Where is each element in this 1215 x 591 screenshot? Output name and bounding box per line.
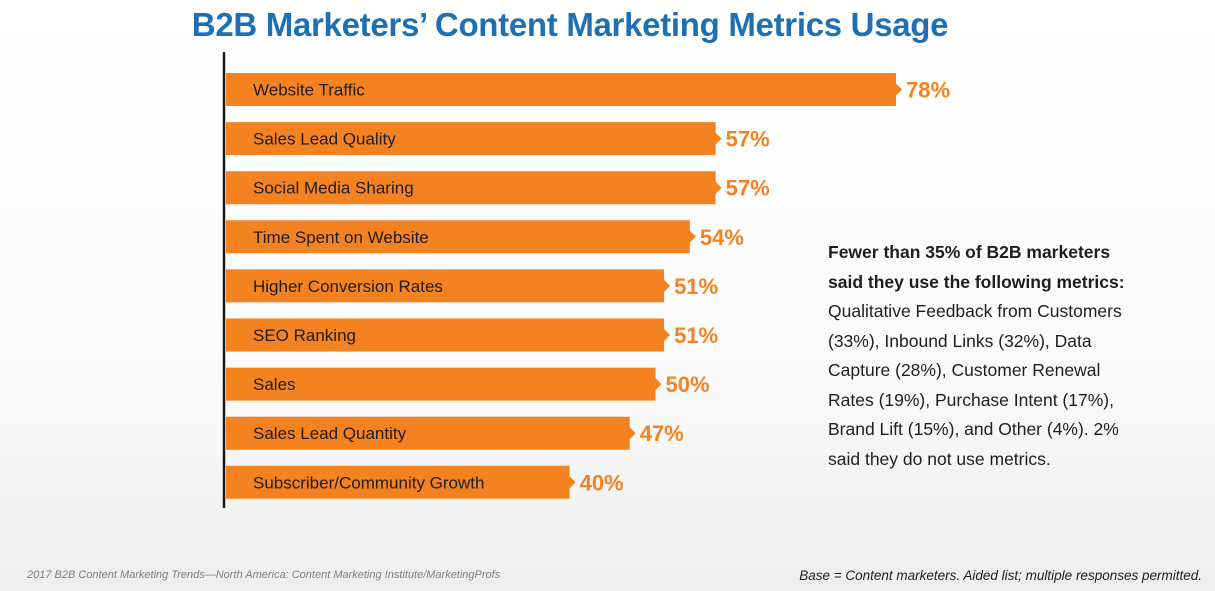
category-label: Subscriber/Community Growth <box>253 473 484 492</box>
value-label: 51% <box>674 323 718 348</box>
bar <box>226 416 636 450</box>
note-text: Fewer than 35% of B2B marketers said the… <box>828 238 1148 474</box>
value-label: 50% <box>665 372 709 397</box>
bar <box>226 73 902 106</box>
value-label: 57% <box>726 127 770 152</box>
value-label: 40% <box>580 470 624 495</box>
source-text: 2017 B2B Content Marketing Trends—North … <box>27 569 501 581</box>
category-label: Sales Lead Quality <box>253 130 396 149</box>
note-body: Qualitative Feedback from Customers (33%… <box>828 301 1122 469</box>
chart-title: B2B Marketers’ Content Marketing Metrics… <box>191 6 949 43</box>
bar <box>226 367 662 401</box>
value-label: 57% <box>726 176 770 201</box>
bar <box>226 465 576 499</box>
base-note: Base = Content marketers. Aided list; mu… <box>799 568 1202 583</box>
bar <box>226 269 671 303</box>
bar <box>226 220 696 254</box>
category-label: SEO Ranking <box>253 326 356 345</box>
bars-group: Website Traffic 78% Sales Lead Quality 57% S… <box>226 73 950 499</box>
bar <box>226 171 722 205</box>
category-label: Website Traffic <box>253 81 365 100</box>
note-bold: Fewer than 35% of B2B marketers said the… <box>828 242 1125 292</box>
category-label: Higher Conversion Rates <box>253 277 443 296</box>
value-label: 47% <box>640 421 684 446</box>
category-label: Social Media Sharing <box>253 179 414 198</box>
bar <box>226 318 671 352</box>
category-label: Sales Lead Quantity <box>253 424 407 443</box>
bar <box>226 122 722 156</box>
value-label: 54% <box>700 225 744 250</box>
category-label: Sales <box>253 375 296 394</box>
value-label: 78% <box>906 78 950 103</box>
value-label: 51% <box>674 274 718 299</box>
category-label: Time Spent on Website <box>253 228 429 247</box>
